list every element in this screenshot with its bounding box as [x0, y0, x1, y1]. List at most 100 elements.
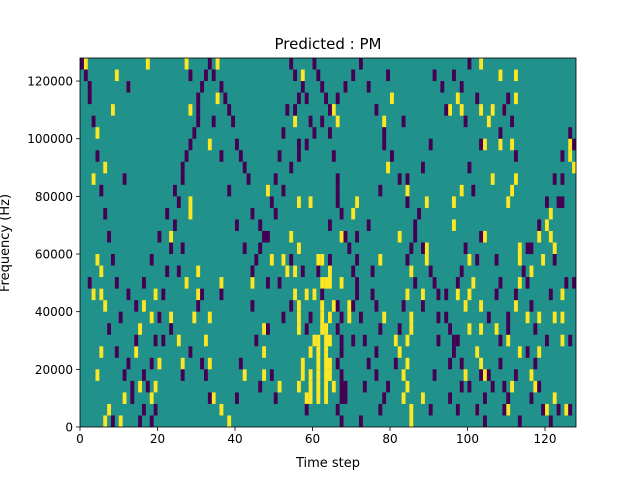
heatmap-cell-low — [130, 392, 135, 404]
heatmap-cell-low — [355, 288, 360, 301]
heatmap-cell-high — [514, 300, 518, 312]
heatmap-cell-low — [331, 150, 336, 162]
heatmap-cell-high — [103, 300, 108, 312]
heatmap-cell-high — [169, 230, 174, 243]
heatmap-cell-low — [413, 230, 418, 243]
heatmap-cell-high — [281, 254, 286, 266]
heatmap-cell-low — [328, 104, 332, 116]
heatmap-cell-low — [351, 300, 356, 312]
heatmap-cell-low — [312, 127, 317, 139]
heatmap-cell-low — [242, 242, 247, 255]
heatmap-cell-high — [537, 346, 542, 358]
heatmap-cell-high — [188, 207, 193, 220]
heatmap-cell-low — [153, 334, 158, 347]
heatmap-cell-low — [463, 115, 468, 128]
x-tick-label: 80 — [382, 432, 397, 446]
heatmap-cell-low — [211, 115, 216, 128]
heatmap-cell-low — [502, 104, 507, 116]
heatmap-cell-high — [541, 254, 546, 266]
heatmap-low-cells — [80, 58, 577, 427]
heatmap-cell-high — [537, 230, 542, 243]
heatmap-cell-low — [114, 346, 119, 358]
heatmap-cell-high — [188, 104, 193, 116]
heatmap-cell-low — [525, 277, 530, 289]
heatmap-cell-low — [440, 81, 445, 93]
heatmap-cell-high — [409, 415, 414, 427]
heatmap-cell-low — [227, 104, 232, 116]
heatmap-cell-high — [277, 380, 282, 393]
heatmap-cell-high — [95, 127, 100, 139]
heatmap-cell-low — [401, 115, 406, 128]
heatmap-cell-high — [355, 196, 360, 208]
heatmap-cell-high — [262, 346, 267, 358]
heatmap-cell-low — [572, 138, 577, 151]
heatmap-cell-low — [351, 69, 356, 82]
heatmap-cell-high — [401, 369, 406, 381]
heatmap-cell-low — [258, 219, 263, 231]
heatmap-cell-high — [320, 277, 325, 289]
heatmap-cell-low — [235, 392, 239, 404]
heatmap-cell-low — [525, 346, 530, 358]
heatmap-cell-low — [281, 127, 286, 139]
heatmap-cell-low — [316, 69, 321, 82]
heatmap-cell-low — [200, 288, 205, 301]
heatmap-cell-high — [529, 265, 534, 278]
heatmap-cell-high — [409, 403, 414, 416]
heatmap-cell-low — [459, 81, 464, 93]
heatmap-cell-low — [235, 138, 239, 151]
heatmap-cell-low — [153, 403, 158, 416]
heatmap-cell-low — [455, 334, 460, 347]
heatmap-cell-low — [246, 173, 251, 185]
heatmap-cell-low — [467, 161, 472, 174]
heatmap-cell-high — [324, 277, 329, 289]
heatmap-cell-high — [331, 104, 336, 116]
heatmap-cell-low — [397, 323, 402, 335]
y-tick-label: 20000 — [35, 363, 73, 377]
heatmap-cell-low — [320, 115, 325, 128]
heatmap-cell-low — [560, 150, 565, 162]
heatmap-cell-high — [300, 369, 305, 381]
heatmap-cell-high — [215, 58, 220, 70]
heatmap-cell-high — [192, 311, 197, 324]
heatmap-cell-low — [517, 415, 522, 427]
heatmap-cell-high — [479, 104, 484, 116]
heatmap-cell-high — [99, 346, 104, 358]
heatmap-cell-low — [161, 334, 166, 347]
heatmap-cell-low — [169, 323, 174, 335]
heatmap-cell-high — [91, 288, 96, 301]
heatmap-cell-low — [405, 173, 410, 185]
heatmap-cell-low — [556, 196, 561, 208]
heatmap-cell-high — [459, 104, 464, 116]
heatmap-cell-high — [514, 69, 518, 82]
heatmap-cell-high — [99, 288, 104, 301]
heatmap-cell-high — [347, 311, 352, 324]
heatmap-cell-high — [324, 346, 329, 358]
heatmap-cell-low — [308, 115, 313, 128]
heatmap-cell-high — [471, 277, 476, 289]
heatmap-cell-low — [83, 69, 88, 82]
heatmap-cell-low — [138, 415, 143, 427]
heatmap-cell-low — [413, 277, 418, 289]
heatmap-cell-high — [467, 254, 472, 266]
heatmap-cell-high — [552, 242, 557, 255]
heatmap-cell-high — [479, 323, 484, 335]
heatmap-cell-low — [483, 392, 487, 404]
heatmap-cell-low — [134, 300, 139, 312]
heatmap-cell-low — [219, 150, 224, 162]
heatmap-cell-low — [269, 196, 274, 208]
heatmap-cell-high — [320, 311, 325, 324]
heatmap-cell-low — [502, 380, 507, 393]
heatmap-cell-low — [525, 242, 530, 255]
heatmap-cell-high — [331, 300, 336, 312]
heatmap-cell-low — [386, 69, 391, 82]
heatmap-cell-low — [266, 230, 270, 243]
heatmap-cell-high — [421, 288, 425, 301]
heatmap-cell-low — [339, 346, 344, 358]
heatmap-cell-low — [235, 219, 239, 231]
heatmap-cell-high — [134, 346, 139, 358]
heatmap-cell-low — [568, 403, 573, 416]
y-tick-label: 60000 — [35, 248, 73, 262]
heatmap-cell-low — [304, 403, 309, 416]
heatmap-cell-low — [343, 392, 348, 404]
heatmap-cell-high — [393, 334, 398, 347]
